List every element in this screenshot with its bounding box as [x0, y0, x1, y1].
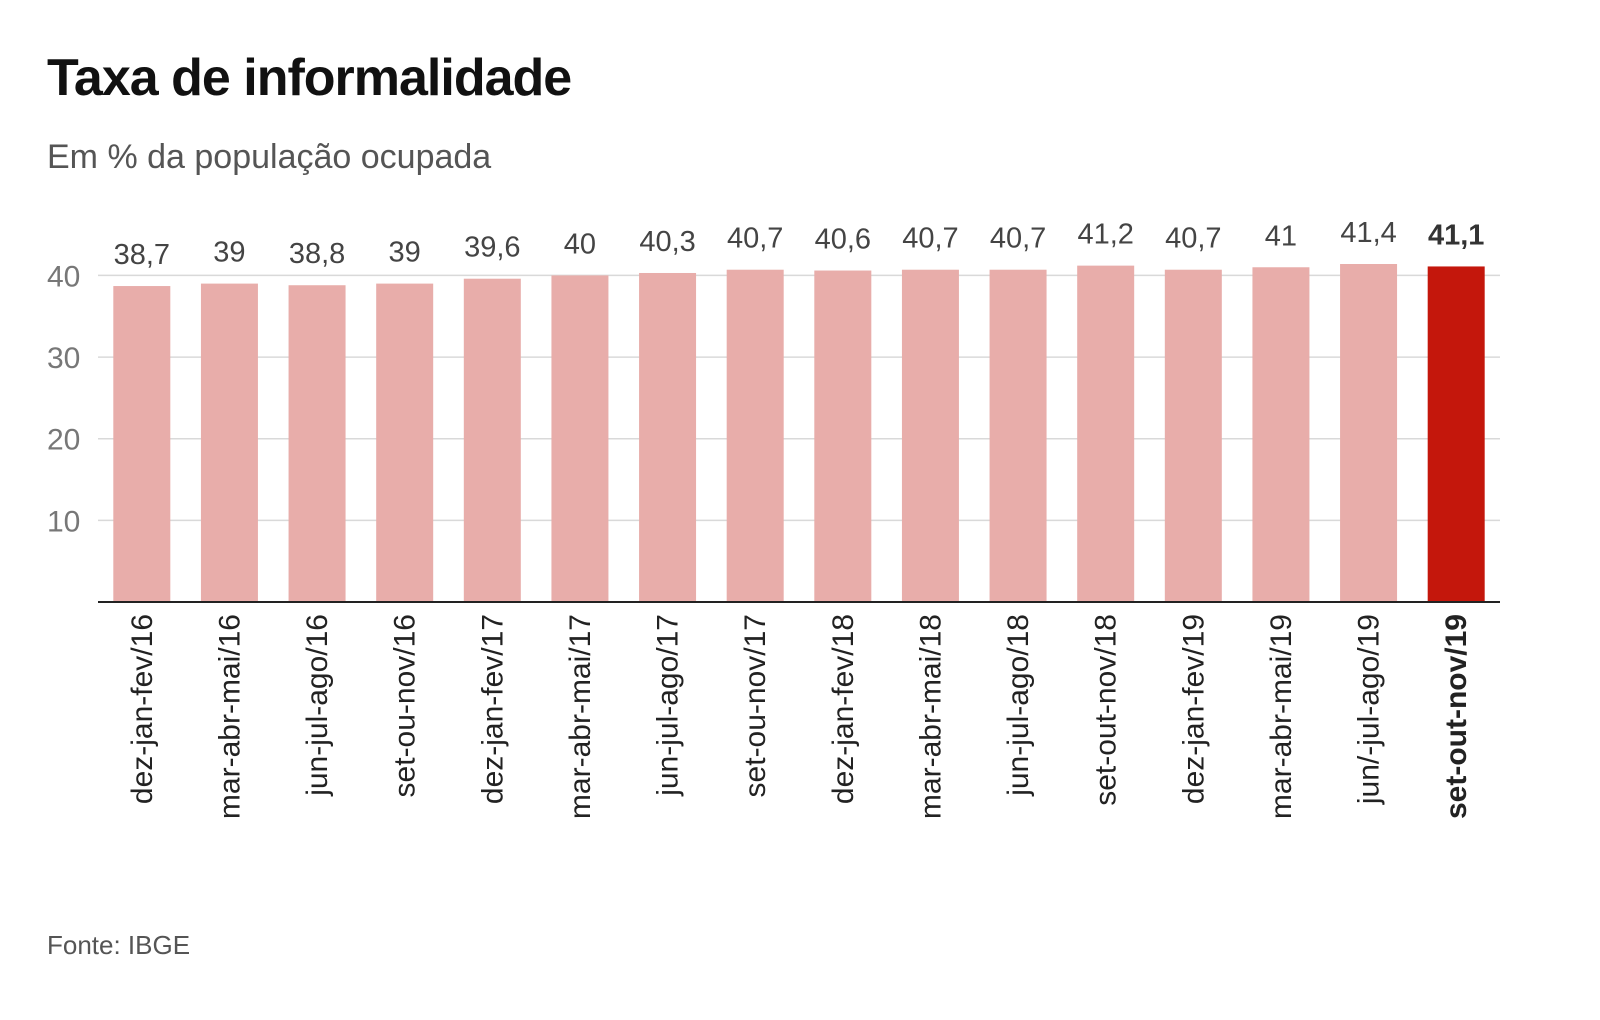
bar: [989, 269, 1047, 602]
x-tick-label: mar-abr-mai/18: [914, 614, 947, 819]
bar: [639, 272, 697, 602]
bar: [463, 278, 521, 602]
x-tick-label: jun-jul-ago/16: [301, 614, 334, 797]
x-tick-label: dez-jan-fev/19: [1177, 614, 1210, 804]
bar: [551, 275, 609, 602]
y-axis-ticks: 10 20 30 40: [47, 260, 80, 538]
y-tick-label: 40: [47, 260, 80, 293]
y-tick-label: 30: [47, 342, 80, 375]
value-label: 40,3: [639, 226, 695, 258]
x-axis-ticks: dez-jan-fev/16 mar-abr-mai/16 jun-jul-ago/…: [126, 614, 1473, 819]
x-tick-label: jun-jul-ago/17: [652, 614, 685, 797]
value-label: 41,1: [1428, 219, 1484, 251]
source-note: Fonte: IBGE: [47, 930, 191, 960]
value-labels: 38,7 39 38,8 39 39,6 40 40,3 40,7 40,6 40,7 40,7 41…: [114, 217, 1485, 271]
y-tick-label: 10: [47, 505, 80, 538]
x-tick-label: set-ou-nov/16: [389, 614, 422, 797]
value-label: 39,6: [464, 232, 520, 264]
value-label: 39: [389, 237, 421, 269]
value-label: 38,7: [114, 239, 170, 271]
x-tick-label: set-out-nov/19: [1440, 614, 1473, 819]
x-tick-label: mar-abr-mai/17: [564, 614, 597, 819]
value-label: 40,6: [815, 224, 871, 256]
x-tick-label: mar-abr-mai/16: [213, 614, 246, 819]
value-label: 40,7: [902, 223, 958, 255]
chart-title: Taxa de informalidade: [47, 49, 572, 107]
bar: [1427, 266, 1485, 602]
x-tick-label: dez-jan-fev/16: [126, 614, 159, 804]
value-label: 41,4: [1340, 217, 1396, 249]
bar: [726, 269, 784, 602]
bars: [113, 264, 1485, 602]
bar-chart: 10 20 30 40 38,7 39 38,8 39 39,6 40 40,3 40,7 40,6 4…: [47, 217, 1500, 819]
x-tick-label: jun-jul-ago/18: [1002, 614, 1035, 797]
x-tick-label: set-out-nov/18: [1090, 614, 1123, 806]
bar: [1077, 265, 1135, 602]
bar: [376, 283, 434, 602]
bar: [113, 286, 171, 602]
value-label: 40,7: [990, 223, 1046, 255]
x-tick-label: set-ou-nov/17: [739, 614, 772, 797]
chart-subtitle: Em % da população ocupada: [47, 138, 492, 176]
bar: [1164, 269, 1222, 602]
value-label: 41,2: [1077, 219, 1133, 251]
x-tick-label: dez-jan-fev/18: [827, 614, 860, 804]
bar: [288, 285, 346, 602]
bar: [200, 283, 258, 602]
bar: [1340, 264, 1398, 602]
value-label: 41: [1265, 220, 1297, 252]
value-label: 40: [564, 228, 596, 260]
bar: [901, 269, 959, 602]
y-tick-label: 20: [47, 424, 80, 457]
value-label: 40,7: [1165, 223, 1221, 255]
bar: [1252, 267, 1310, 602]
value-label: 39: [213, 237, 245, 269]
value-label: 40,7: [727, 223, 783, 255]
value-label: 38,8: [289, 238, 345, 270]
x-tick-label: mar-abr-mai/19: [1265, 614, 1298, 819]
x-tick-label: jun/-jul-ago/19: [1353, 614, 1386, 805]
x-tick-label: dez-jan-fev/17: [476, 614, 509, 804]
bar: [814, 270, 872, 602]
